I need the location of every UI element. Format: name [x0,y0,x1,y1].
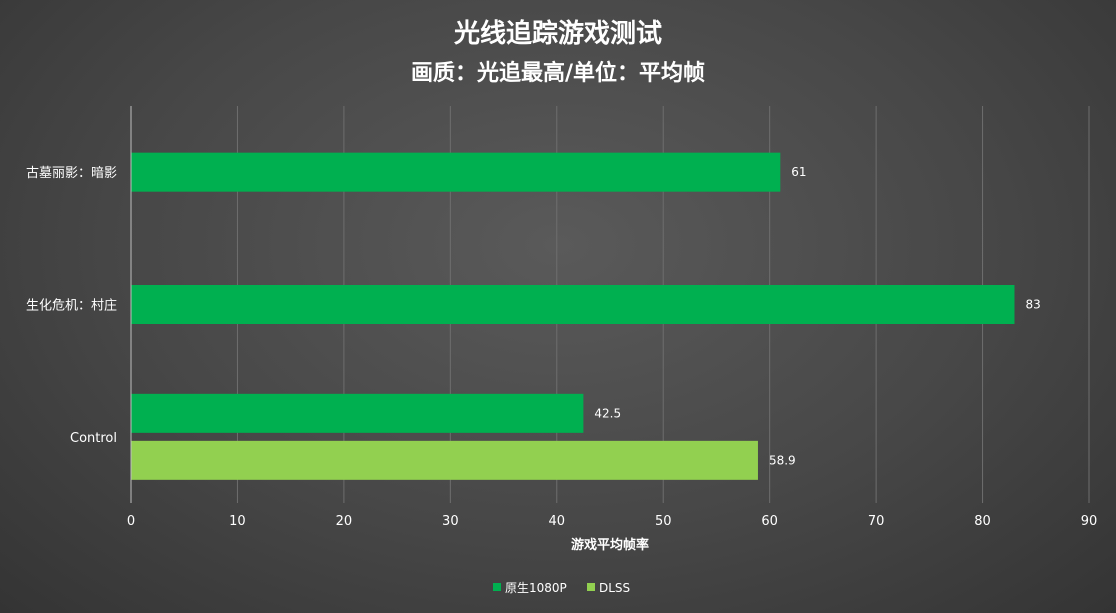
x-tick-labels: 0 10 20 30 40 50 60 70 80 90 [127,514,1097,529]
data-labels: 61 83 42.5 58.9 [594,165,1040,467]
x-tick-label: 40 [549,514,566,529]
category-label: Control [70,431,117,446]
data-label: 83 [1025,298,1040,312]
chart-subtitle: 画质：光追最高/单位：平均帧 [411,60,705,86]
bar-native-1080p [131,285,1015,324]
legend-swatch [493,583,501,591]
legend-label: 原生1080P [505,581,567,595]
chart-title: 光线追踪游戏测试 [453,18,662,49]
x-tick-label: 50 [655,514,672,529]
data-label: 61 [791,165,806,179]
category-label: 古墓丽影：暗影 [26,166,117,181]
x-tick-label: 10 [229,514,246,529]
x-tick-label: 90 [1081,514,1098,529]
x-tick-label: 0 [127,514,135,529]
bar-dlss [131,440,758,480]
x-tick-label: 80 [974,514,991,529]
bar-native-1080p [131,152,781,192]
x-tick-label: 60 [761,514,778,529]
data-label: 42.5 [594,406,621,420]
x-tick-label: 20 [336,514,353,529]
category-label: 生化危机：村庄 [26,298,117,314]
bar-native-1080p [131,393,584,433]
legend: 原生1080P DLSS [493,581,630,595]
bars [131,152,1015,480]
x-axis-title: 游戏平均帧率 [571,537,649,553]
x-tick-label: 70 [868,514,885,529]
legend-swatch [587,583,595,591]
x-tick-label: 30 [442,514,459,529]
legend-label: DLSS [599,581,630,595]
data-label: 58.9 [769,453,796,467]
